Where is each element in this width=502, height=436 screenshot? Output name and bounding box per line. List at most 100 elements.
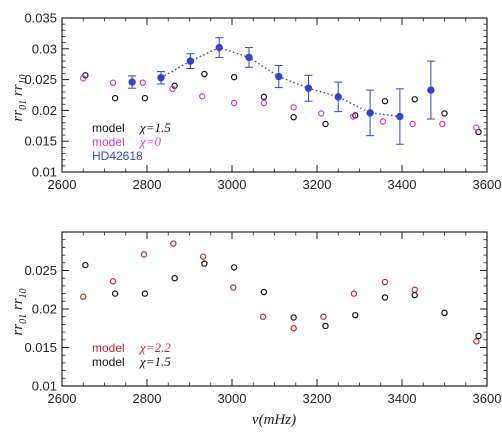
data-point xyxy=(441,110,448,117)
data-point xyxy=(245,53,253,62)
data-point xyxy=(111,94,119,102)
data-point xyxy=(349,113,357,120)
data-point xyxy=(260,93,268,101)
data-point xyxy=(322,120,329,128)
data-point xyxy=(381,294,389,301)
data-point xyxy=(379,118,387,125)
data-point xyxy=(318,110,325,117)
top-axis-ticks xyxy=(61,17,488,173)
bottom-tick-labels: 2600 2800 3000 3200 3400 3600 0.01 0.015 0.02 0.0… xyxy=(24,263,501,406)
series-1 xyxy=(80,75,480,131)
data-point xyxy=(275,72,283,81)
bottom-plot-frame xyxy=(61,231,488,387)
y-tick-label: 0.025 xyxy=(24,72,57,87)
data-point xyxy=(259,313,267,320)
data-point xyxy=(304,84,313,92)
x-tick-label: 2800 xyxy=(133,177,162,192)
y-tick-label: 0.02 xyxy=(32,103,57,118)
y-tick-label: 0.015 xyxy=(24,340,57,355)
data-point xyxy=(215,43,223,52)
data-point xyxy=(140,251,148,258)
data-point xyxy=(199,253,207,260)
top-panel: 2600 2800 3000 3200 3400 3600 0.01 0.015 0.02 0.0… xyxy=(10,11,501,193)
data-point xyxy=(128,78,136,86)
data-point xyxy=(290,325,297,332)
data-point xyxy=(409,120,416,128)
connecting-dotted-line xyxy=(160,46,400,118)
x-tick-label: 3400 xyxy=(388,177,417,192)
y-tick-label: 0.01 xyxy=(32,165,57,180)
data-point xyxy=(260,99,268,107)
data-point xyxy=(171,275,178,282)
y-tick-label: 0.02 xyxy=(32,302,57,317)
bottom-data-series xyxy=(80,240,482,345)
data-point xyxy=(109,79,117,86)
data-point xyxy=(320,313,327,320)
data-point xyxy=(473,338,480,345)
data-point xyxy=(201,260,208,267)
x-tick-label: 3200 xyxy=(303,177,332,192)
y-tick-label: 0.03 xyxy=(32,41,57,56)
data-point xyxy=(141,94,149,102)
series-0 xyxy=(80,240,480,345)
series-1 xyxy=(82,260,482,340)
data-point xyxy=(352,311,359,319)
data-point xyxy=(411,291,418,299)
data-point xyxy=(230,264,238,271)
bottom-axis-ticks xyxy=(61,232,488,387)
legend-entry-chi: χ=2.2 xyxy=(138,340,171,355)
data-point xyxy=(230,284,237,291)
data-point xyxy=(290,113,297,121)
x-tick-label: 3200 xyxy=(303,391,332,406)
x-tick-label: 2800 xyxy=(133,391,162,406)
data-point xyxy=(80,75,87,82)
data-point xyxy=(230,99,238,107)
data-point xyxy=(139,79,146,86)
data-point xyxy=(230,73,238,81)
legend-entry-label: HD42618 xyxy=(92,149,143,163)
bottom-panel: 2600 2800 3000 3200 3400 3600 0.01 0.015 0.02 0.0… xyxy=(10,231,501,428)
x-tick-label: 3600 xyxy=(473,391,502,406)
legend-entry-chi: χ=1.5 xyxy=(138,120,171,135)
data-point xyxy=(427,86,435,94)
data-point xyxy=(290,104,297,111)
data-point xyxy=(439,120,446,128)
data-point xyxy=(411,96,418,103)
legend-entry-label: model xyxy=(92,355,125,369)
legend-entry-label: model xyxy=(92,341,125,355)
x-tick-label: 2600 xyxy=(48,391,77,406)
data-point xyxy=(366,109,374,117)
data-point xyxy=(82,261,89,269)
data-point xyxy=(350,290,358,297)
data-point xyxy=(441,309,448,317)
series-2 xyxy=(128,37,435,145)
y-tick-label: 0.035 xyxy=(24,11,57,26)
x-tick-label: 3000 xyxy=(218,177,247,192)
data-point xyxy=(473,124,480,131)
data-point xyxy=(111,290,119,297)
x-tick-label: 3600 xyxy=(473,177,502,192)
data-point xyxy=(157,74,165,82)
x-tick-label: 2600 xyxy=(48,177,77,192)
top-data-series xyxy=(80,37,482,145)
data-point xyxy=(170,240,177,247)
data-point xyxy=(109,278,117,285)
legend-entry-label: model xyxy=(92,135,125,149)
data-point xyxy=(381,278,389,286)
data-point xyxy=(396,112,404,121)
data-point xyxy=(186,57,195,65)
data-point xyxy=(411,286,418,293)
top-tick-labels: 2600 2800 3000 3200 3400 3600 0.01 0.015 0.02 0.0… xyxy=(24,11,501,193)
top-y-axis-title: rr01 rr10 xyxy=(10,74,29,121)
bottom-y-axis-title: rr01 rr10 xyxy=(10,288,29,335)
data-point xyxy=(381,97,389,105)
legend-entry-label: model xyxy=(92,121,125,135)
data-point xyxy=(141,290,149,297)
data-point xyxy=(475,332,482,340)
legend-entry-chi: χ=0 xyxy=(138,134,161,149)
x-tick-label: 3000 xyxy=(218,391,247,406)
x-axis-title: ν(mHz) xyxy=(252,412,296,428)
data-point xyxy=(199,93,206,100)
data-point xyxy=(169,85,176,93)
